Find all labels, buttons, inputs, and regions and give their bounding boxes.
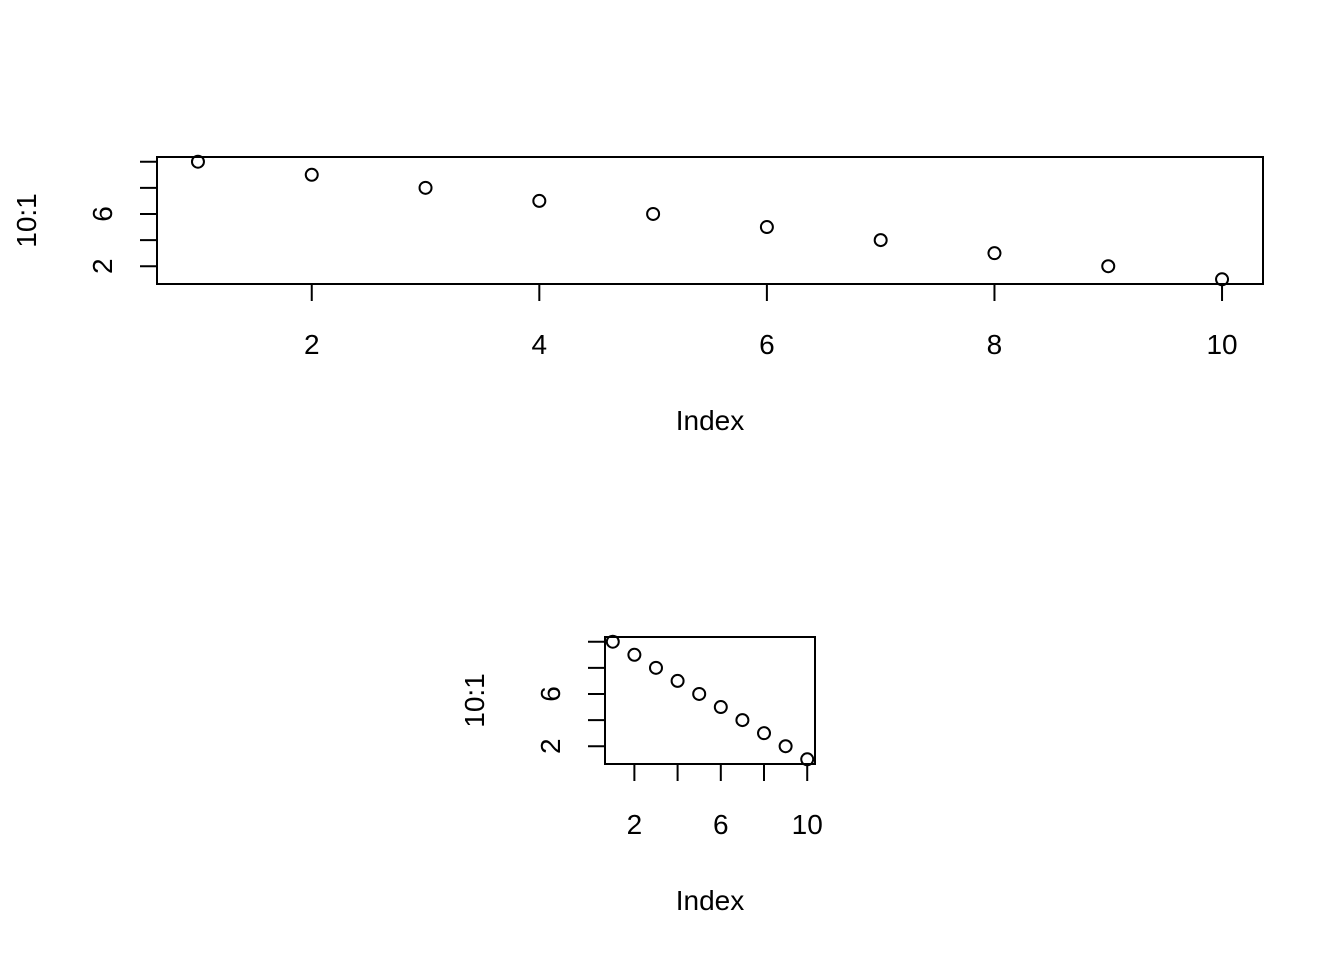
- data-point: [759, 220, 774, 235]
- y-tick-label: 2: [535, 738, 566, 754]
- data-point: [800, 752, 815, 767]
- data-point: [418, 180, 433, 195]
- y-tick-label: 2: [87, 258, 118, 274]
- data-point: [670, 673, 685, 688]
- x-tick-label: 2: [627, 809, 643, 840]
- x-tick-label: 6: [713, 809, 729, 840]
- data-point: [735, 713, 750, 728]
- x-axis-title: Index: [676, 885, 745, 916]
- data-point: [1215, 272, 1230, 287]
- data-point: [757, 726, 772, 741]
- y-tick-label: 6: [87, 206, 118, 222]
- data-point: [304, 167, 319, 182]
- plot-frame: [156, 156, 1264, 285]
- data-point: [873, 233, 888, 248]
- x-tick-label: 10: [792, 809, 823, 840]
- data-point: [605, 634, 620, 649]
- scatter-panel-2: 2 6 10 2 6 Index 10:1: [459, 634, 823, 916]
- data-point: [190, 154, 205, 169]
- x-tick-label: 10: [1206, 329, 1237, 360]
- x-tick-label: 2: [304, 329, 320, 360]
- y-tick-label: 6: [535, 686, 566, 702]
- data-point: [692, 686, 707, 701]
- x-tick-label: 6: [759, 329, 775, 360]
- x-axis-title: Index: [676, 405, 745, 436]
- data-point: [713, 700, 728, 715]
- y-axis-title: 10:1: [459, 673, 490, 728]
- y-axis-title: 10:1: [11, 193, 42, 248]
- x-tick-label: 8: [987, 329, 1003, 360]
- data-point: [1101, 259, 1116, 274]
- data-point: [648, 660, 663, 675]
- data-point: [646, 206, 661, 221]
- data-point: [987, 246, 1002, 261]
- data-point: [627, 647, 642, 662]
- scatter-panel-1: 2 4 6 8 10 2 6 Index 10:1: [11, 154, 1264, 436]
- data-point: [778, 739, 793, 754]
- x-tick-label: 4: [532, 329, 548, 360]
- plot-frame: [604, 636, 816, 765]
- data-point: [532, 193, 547, 208]
